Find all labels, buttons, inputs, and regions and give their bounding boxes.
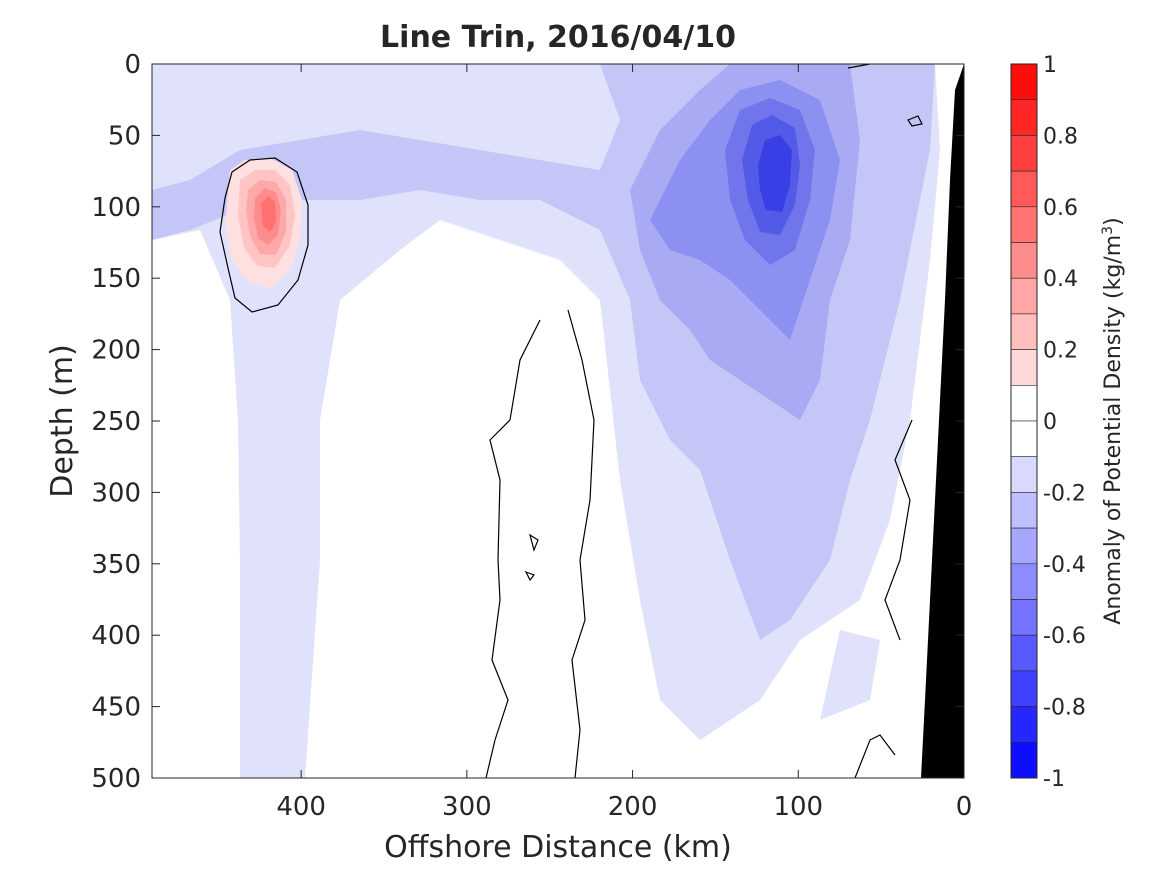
- contour-fill-minus-0.1: [820, 630, 880, 720]
- colorbar-segment: [1010, 527, 1038, 565]
- zero-contour-line: [854, 734, 896, 778]
- x-tick-label: 200: [608, 792, 658, 822]
- colorbar-label-sup: 3: [1100, 226, 1116, 235]
- zero-contour-line: [524, 533, 539, 582]
- y-tick-label: 0: [124, 50, 141, 80]
- colorbar-segment: [1010, 206, 1038, 243]
- colorbar-segment: [1010, 349, 1038, 386]
- colorbar-segment: [1010, 492, 1038, 529]
- contour-fill-zero-column: [470, 310, 600, 778]
- zero-contour-line: [884, 419, 913, 641]
- y-tick-label: 300: [91, 478, 141, 508]
- x-tick-label: 100: [773, 792, 823, 822]
- y-axis-label: Depth (m): [45, 344, 80, 498]
- colorbar-segment: [1010, 384, 1038, 422]
- colorbar: 1 0.8 0.6 0.4 0.2 0 -0.2 -0.4 -0.6 -0.8 -1: [1010, 53, 1086, 792]
- colorbar-segment: [1010, 135, 1038, 172]
- colorbar-tick-label: 0.4: [1043, 267, 1078, 292]
- y-tick-label: 150: [91, 264, 141, 294]
- zero-contour-line: [219, 157, 309, 313]
- chart-title: Line Trin, 2016/04/10: [380, 20, 736, 55]
- y-tick-label: 350: [91, 550, 141, 580]
- colorbar-segment: [1010, 670, 1038, 707]
- colorbar-segment: [1010, 599, 1038, 636]
- contour-fills: [152, 64, 964, 778]
- colorbar-segment: [1010, 242, 1038, 279]
- colorbar-segment: [1010, 706, 1038, 743]
- colorbar-segment: [1010, 63, 1038, 101]
- colorbar-tick-label: 0: [1043, 410, 1057, 435]
- y-tick-label: 250: [91, 407, 141, 437]
- colorbar-tick-label: -0.4: [1043, 553, 1086, 578]
- colorbar-segment: [1010, 170, 1038, 208]
- colorbar-tick-label: 0.6: [1043, 196, 1078, 221]
- y-tick-label: 50: [108, 121, 141, 151]
- y-axis: 0 50 100 150 200 250 300 350 400 450 500: [91, 50, 964, 794]
- x-axis: 400 300 200 100 0: [276, 64, 972, 822]
- zero-contour-line: [847, 64, 923, 127]
- y-tick-label: 450: [91, 693, 141, 723]
- x-tick-label: 300: [442, 792, 492, 822]
- colorbar-tick-label: 0.8: [1043, 124, 1078, 149]
- colorbar-label-close: ): [1101, 217, 1126, 226]
- colorbar-tick-label: -1: [1043, 767, 1065, 792]
- colorbar-tick-label: 1: [1043, 53, 1057, 78]
- colorbar-segment: [1010, 277, 1038, 315]
- y-tick-label: 200: [91, 336, 141, 366]
- x-axis-label: Offshore Distance (km): [384, 830, 732, 865]
- x-tick-label: 0: [956, 792, 973, 822]
- colorbar-segment: [1010, 456, 1038, 493]
- colorbar-segment: [1010, 313, 1038, 350]
- colorbar-segment: [1010, 741, 1038, 779]
- contour-fill-plus-0.5: [261, 196, 276, 232]
- zero-contour-line: [485, 309, 595, 778]
- colorbar-segment: [1010, 420, 1038, 458]
- bathymetry-shelf: [921, 64, 964, 778]
- colorbar-frame: [1010, 63, 1038, 779]
- y-tick-label: 100: [91, 193, 141, 223]
- colorbar-segment: [1010, 99, 1038, 136]
- colorbar-segment: [1010, 563, 1038, 600]
- colorbar-tick-label: 0.2: [1043, 339, 1078, 364]
- colorbar-label-text: Anomaly of Potential Density (kg/m: [1101, 235, 1126, 625]
- colorbar-tick-label: -0.2: [1043, 481, 1086, 506]
- x-tick-label: 400: [276, 792, 326, 822]
- y-tick-label: 400: [91, 621, 141, 651]
- contour-fill-minus-0.7: [758, 135, 792, 212]
- colorbar-label: Anomaly of Potential Density (kg/m3): [1100, 217, 1126, 624]
- colorbar-tick-label: -0.8: [1043, 696, 1086, 721]
- colorbar-segment: [1010, 634, 1038, 672]
- colorbar-tick-label: -0.6: [1043, 624, 1086, 649]
- y-tick-label: 500: [91, 764, 141, 794]
